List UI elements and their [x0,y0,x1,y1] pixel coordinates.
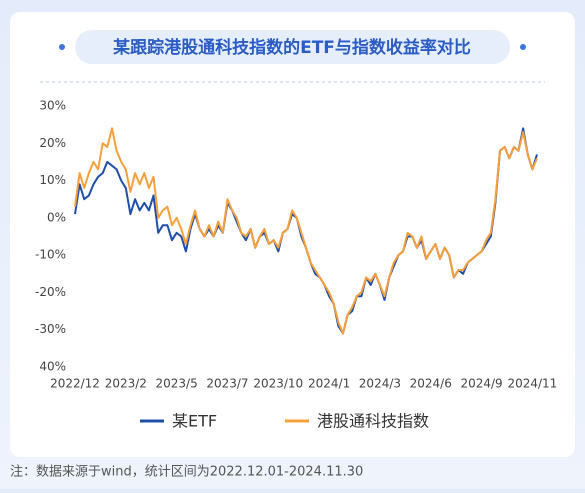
x-tick-label: 2023/7 [206,377,248,391]
chart-title: 某跟踪港股通科技指数的ETF与指数收益率对比 [113,37,471,58]
y-tick-label: 20% [39,136,66,150]
y-tick-label: -30% [35,322,66,336]
dot [59,44,65,50]
x-tick-label: 2024/9 [460,377,502,391]
x-tick-label: 2023/10 [253,377,303,391]
y-tick-label: 0% [47,210,66,224]
x-tick-label: 2024/3 [359,377,401,391]
line [74,127,538,335]
title-pill [75,30,510,64]
x-tick-label: 2022/12 [50,377,100,391]
y-tick-label: -10% [35,248,66,262]
dot [520,44,526,50]
x-tick-label: 2024/11 [507,377,557,391]
legend-label: 某ETF [172,412,217,431]
y-tick-label: 40% [39,360,66,374]
y-tick-label: -20% [35,285,66,299]
footnote: 注：数据来源于wind，统计区间为2022.12.01-2024.11.30 [10,465,363,480]
y-tick-label: 30% [39,99,66,113]
y-tick-label: 10% [39,173,66,187]
x-tick-label: 2024/1 [308,377,350,391]
x-tick-label: 2024/6 [410,377,452,391]
x-tick-label: 2023/5 [156,377,198,391]
legend-label: 港股通科技指数 [317,412,429,431]
x-tick-label: 2023/2 [105,377,147,391]
panel [10,12,575,457]
